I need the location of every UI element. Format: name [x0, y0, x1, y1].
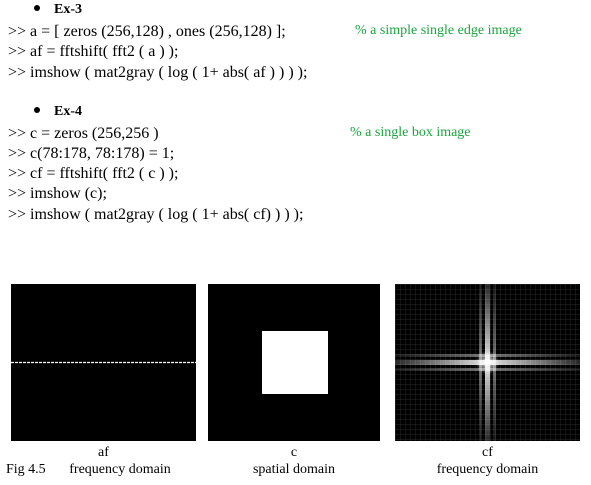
ex4-line-2: >> c(78:178, 78:178) = 1;: [8, 145, 175, 162]
af-domain: frequency domain: [69, 462, 171, 477]
bullet-icon: [34, 106, 40, 113]
cf-domain: frequency domain: [436, 462, 539, 477]
ex4-line-4: >> imshow (c);: [8, 185, 107, 202]
c-label: c: [290, 445, 298, 460]
af-edge-line: [11, 361, 196, 364]
ex4-heading: Ex-4: [34, 104, 82, 120]
cf-spectrum: [395, 284, 580, 441]
c-domain: spatial domain: [252, 462, 336, 477]
ex4-line-5: >> imshow ( mat2gray ( log ( 1+ abs( cf)…: [8, 206, 304, 223]
ex4-comment: % a single box image: [350, 125, 471, 140]
ex4-line-3: >> cf = fftshift( fft2 ( c ) );: [8, 165, 179, 182]
ex3-comment: % a simple single edge image: [355, 23, 522, 38]
cf-label: cf: [482, 445, 493, 460]
fig-label: Fig 4.5: [6, 462, 46, 477]
ex3-line-1: >> a = [ zeros (256,128) , ones (256,128…: [8, 23, 286, 40]
af-image: [11, 284, 196, 441]
ex3-line-3: >> imshow ( mat2gray ( log ( 1+ abs( af …: [8, 64, 308, 81]
white-box: [262, 331, 328, 394]
bullet-icon: [34, 4, 40, 11]
ex3-line-2: >> af = fftshift( fft2 ( a ) );: [8, 43, 179, 60]
ex3-heading: Ex-3: [34, 2, 82, 18]
ex4-line-1: >> c = zeros (256,256 ): [8, 125, 159, 142]
ex4-heading-text: Ex-4: [54, 104, 82, 119]
c-image: [208, 284, 380, 441]
af-label: af: [98, 445, 109, 460]
ex3-heading-text: Ex-3: [54, 2, 82, 17]
cf-image: [395, 284, 580, 441]
